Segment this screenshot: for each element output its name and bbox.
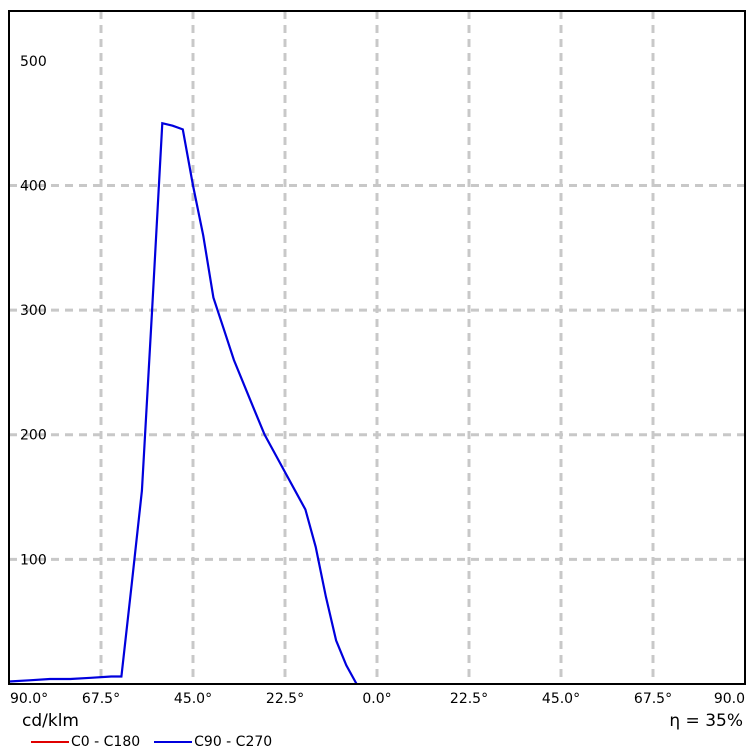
legend-label-c90: C90 - C270 [194, 734, 273, 750]
x-tick-labels: 90.0° 67.5° 45.0° 22.5° 0.0° 22.5° 45.0° 67.5° 9… [10, 691, 745, 707]
y-tick-label: 300 [20, 303, 47, 319]
legend: C0 - C180 C90 - C270 [31, 734, 286, 750]
y-tick-label: 400 [20, 178, 47, 194]
x-tick-label: 22.5° [266, 691, 304, 707]
y-tick-labels: 100 200 300 400 500 [20, 54, 47, 569]
plot-frame [8, 10, 746, 685]
legend-line-c90 [154, 741, 193, 743]
x-tick-label: 90.0 [714, 691, 745, 707]
grid-lines [9, 11, 745, 684]
photometric-chart: 90.0° 67.5° 45.0° 22.5° 0.0° 22.5° 45.0° 67.5° 9… [8, 10, 746, 707]
x-tick-label: 67.5° [82, 691, 120, 707]
x-tick-label: 22.5° [450, 691, 488, 707]
x-tick-label: 67.5° [634, 691, 672, 707]
x-tick-label: 90.0° [10, 691, 48, 707]
y-tick-label: 500 [20, 54, 47, 70]
unit-label: cd/klm [22, 711, 79, 731]
series-line-c90-c270 [8, 121, 358, 685]
legend-item-c0: C0 - C180 [31, 734, 140, 750]
x-tick-label: 45.0° [174, 691, 212, 707]
y-tick-label: 100 [20, 552, 47, 568]
legend-item-c90: C90 - C270 [154, 734, 272, 750]
x-tick-label: 0.0° [362, 691, 391, 707]
x-tick-label: 45.0° [542, 691, 580, 707]
legend-line-c0 [31, 741, 69, 743]
efficiency-label: η = 35% [669, 711, 743, 731]
legend-label-c0: C0 - C180 [71, 734, 141, 750]
y-tick-label: 200 [20, 428, 47, 444]
